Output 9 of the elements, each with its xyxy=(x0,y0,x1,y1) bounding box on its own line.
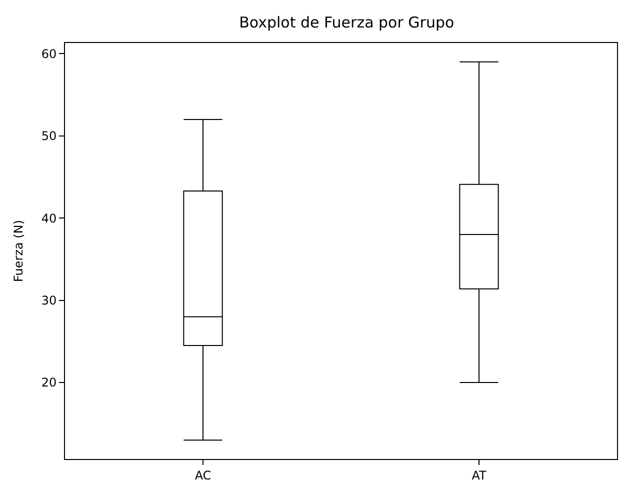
y-tick-label: 50 xyxy=(41,129,57,144)
y-tick-label: 20 xyxy=(41,376,57,390)
y-tick-label: 30 xyxy=(41,294,57,308)
y-tick-label: 60 xyxy=(41,46,57,61)
y-tick-label: 40 xyxy=(41,211,57,226)
x-tick-label: AC xyxy=(194,468,212,482)
y-axis-title: Fuerza (N) xyxy=(12,220,26,282)
chart-title: Boxplot de Fuerza por Grupo xyxy=(239,13,454,32)
x-tick-label: AT xyxy=(472,468,487,482)
